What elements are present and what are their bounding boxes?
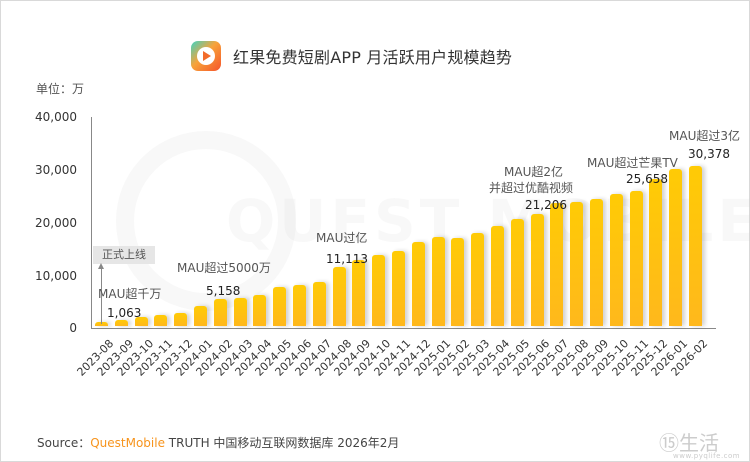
bar-2023-12 — [174, 312, 188, 326]
annotation-300m: MAU超过3亿 — [669, 129, 740, 143]
bar-2025-06 — [530, 214, 544, 326]
bar-2025-09 — [590, 199, 603, 326]
bar-2025-05 — [510, 218, 524, 326]
bar-2025-08 — [570, 201, 584, 326]
annotation-100m: MAU过亿 — [316, 231, 368, 245]
bar-2024-12 — [411, 241, 425, 326]
bar-2025-04 — [491, 225, 504, 326]
annotation-200m-line2: 并超过优酷视频 — [489, 181, 574, 195]
site-watermark-logo: ⑮生活 — [659, 431, 719, 455]
bar-2025-12 — [649, 179, 663, 326]
y-tick-0: 0 — [69, 321, 77, 335]
value-label-2024-08: 11,113 — [326, 252, 368, 266]
annotation-mango-tv: MAU超过芒果TV — [587, 156, 678, 170]
value-label-2023-09: 1,063 — [107, 306, 142, 320]
value-label-2024-02: 5,158 — [206, 284, 241, 298]
annotation-200m: MAU超2亿 — [504, 165, 563, 179]
chart-header: 红果免费短剧APP 月活跃用户规模趋势 — [191, 41, 512, 71]
bar-2025-11 — [629, 190, 643, 326]
y-tick-10000: 10,000 — [35, 269, 77, 283]
bar-2024-09 — [352, 260, 366, 326]
bar-2024-04 — [253, 294, 267, 326]
bar-2025-02 — [451, 237, 465, 326]
launch-arrow-line — [101, 266, 102, 324]
y-tick-20000: 20,000 — [35, 216, 77, 230]
bar-2025-03 — [471, 232, 485, 326]
source-note: Source：QuestMobile TRUTH 中国移动互联网数据库 2026… — [37, 434, 399, 451]
bar-2024-01 — [194, 305, 207, 326]
source-brand: QuestMobile — [90, 436, 165, 450]
source-prefix: Source： — [37, 436, 91, 450]
y-tick-40000: 40,000 — [35, 110, 77, 124]
x-axis — [91, 328, 716, 329]
value-label-2025-11: 25,658 — [626, 172, 668, 186]
bar-2026-01 — [669, 168, 683, 326]
questmobile-watermark-text: QUEST MOBILE — [226, 187, 750, 255]
bar-2024-06 — [293, 284, 306, 326]
annotation-10m: MAU超千万 — [98, 287, 162, 301]
bar-2024-10 — [372, 254, 386, 326]
bar-2024-07 — [312, 281, 326, 326]
chart-title: 红果免费短剧APP 月活跃用户规模趋势 — [233, 48, 513, 67]
bar-2025-07 — [550, 203, 564, 326]
site-watermark-url: www.pyqlife.com — [673, 452, 741, 460]
unit-label: 单位：万 — [36, 82, 85, 96]
bar-2024-03 — [233, 297, 247, 326]
bar-2023-08 — [95, 322, 108, 326]
bar-2024-08 — [332, 267, 346, 326]
bar-2024-05 — [273, 286, 287, 326]
bar-2026-02 — [689, 165, 702, 326]
bar-2025-01 — [431, 237, 445, 326]
source-rest: TRUTH 中国移动互联网数据库 2026年2月 — [164, 436, 400, 450]
bar-2024-11 — [392, 251, 405, 326]
bar-2025-10 — [609, 194, 623, 326]
launch-label: 正式上线 — [93, 246, 155, 264]
hongguo-app-icon — [191, 41, 221, 71]
value-label-2026-02: 30,378 — [688, 147, 730, 161]
bar-2023-11 — [154, 314, 168, 326]
y-axis — [91, 117, 92, 329]
bar-2023-09 — [114, 320, 128, 326]
value-label-2025-06: 21,206 — [525, 198, 567, 212]
annotation-50m: MAU超过5000万 — [177, 261, 271, 275]
y-tick-30000: 30,000 — [35, 163, 77, 177]
bar-2024-02 — [213, 298, 227, 326]
bar-2023-10 — [134, 316, 148, 326]
